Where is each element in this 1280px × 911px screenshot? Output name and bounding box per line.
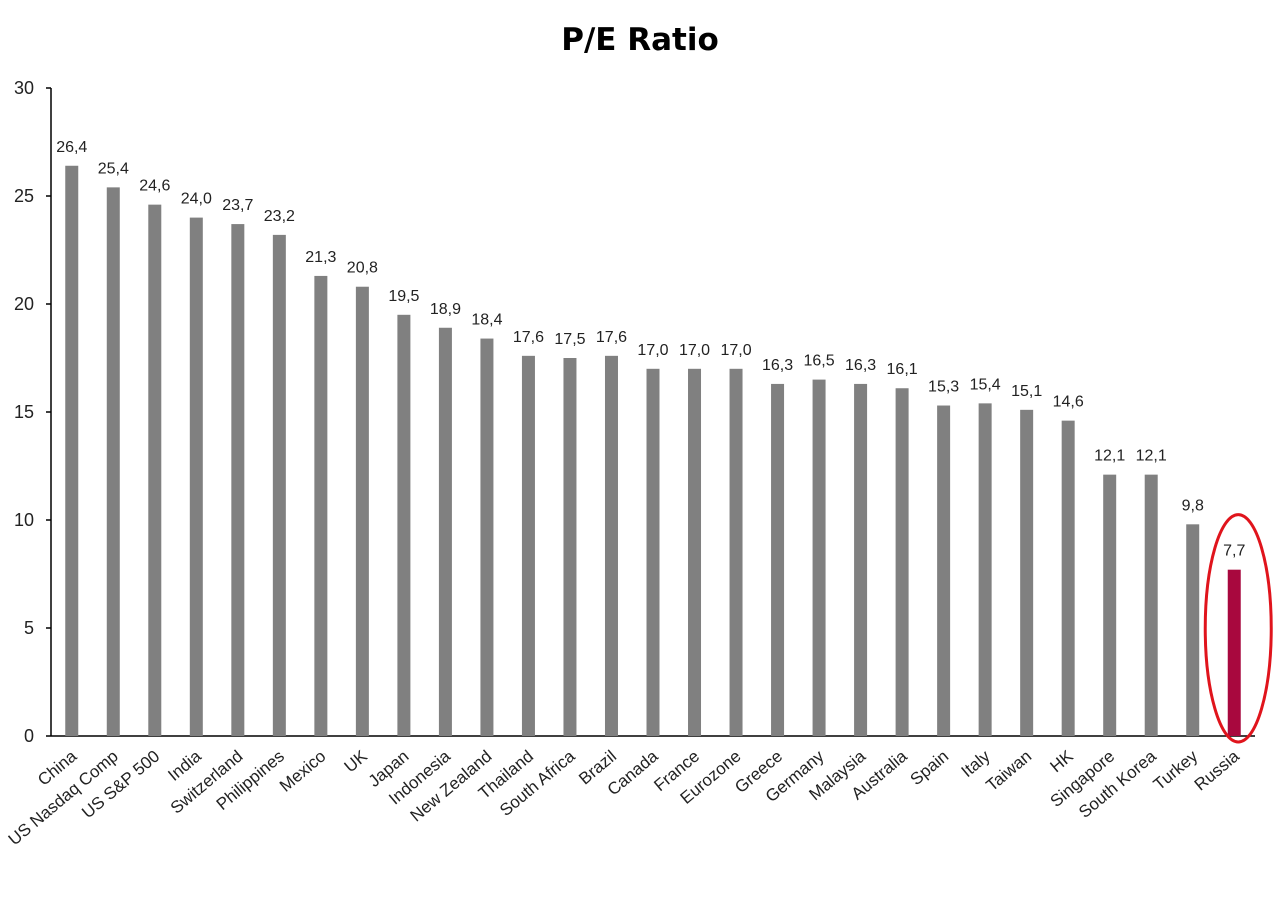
data-label: 23,2 xyxy=(264,208,295,225)
bars-group xyxy=(65,165,1241,737)
data-label: 9,8 xyxy=(1182,497,1204,514)
bar-spain xyxy=(937,405,951,736)
category-label: Turkey xyxy=(1150,746,1202,794)
data-label: 16,1 xyxy=(887,361,918,378)
bar-russia xyxy=(1227,569,1241,736)
data-label: 7,7 xyxy=(1223,543,1245,560)
bar-indonesia xyxy=(438,327,452,736)
bar-germany xyxy=(812,379,826,736)
category-label: Spain xyxy=(907,747,953,790)
data-label: 17,0 xyxy=(679,342,710,359)
data-label: 24,6 xyxy=(139,178,170,195)
bar-singapore xyxy=(1103,474,1117,736)
bar-brazil xyxy=(604,355,618,736)
data-label: 20,8 xyxy=(347,260,378,277)
data-label: 26,4 xyxy=(56,139,87,156)
data-label: 16,3 xyxy=(845,357,876,374)
bar-us-s-p-500 xyxy=(148,204,162,736)
bar-us-nasdaq-comp xyxy=(106,187,120,737)
y-tick-label: 20 xyxy=(14,294,34,314)
bar-india xyxy=(189,217,203,737)
data-label: 16,3 xyxy=(762,357,793,374)
bar-turkey xyxy=(1186,524,1200,736)
axes: 0 5 10 15 20 25 30 xyxy=(14,78,1255,746)
data-label: 17,6 xyxy=(513,329,544,346)
highlight-ring xyxy=(1203,513,1273,744)
y-tick-label: 30 xyxy=(14,78,34,98)
data-label: 17,0 xyxy=(637,342,668,359)
bar-japan xyxy=(397,314,411,736)
data-label: 17,6 xyxy=(596,329,627,346)
data-label: 15,1 xyxy=(1011,383,1042,400)
data-label: 15,3 xyxy=(928,379,959,396)
data-labels-group: 26,4 25,4 24,6 24,0 23,7 23,2 21,3 20,8 19,5 18,9… xyxy=(56,139,1245,560)
data-label: 19,5 xyxy=(388,288,419,305)
data-label: 12,1 xyxy=(1094,448,1125,465)
bar-china xyxy=(65,165,79,736)
bar-italy xyxy=(978,403,992,736)
data-label: 17,5 xyxy=(554,331,585,348)
bar-malaysia xyxy=(854,383,868,736)
data-label: 25,4 xyxy=(98,160,129,177)
y-tick-label: 15 xyxy=(14,402,34,422)
bar-new-zealand xyxy=(480,338,494,736)
data-label: 12,1 xyxy=(1136,448,1167,465)
bar-hk xyxy=(1061,420,1075,736)
category-label: UK xyxy=(341,746,372,776)
y-tick-label: 0 xyxy=(24,726,34,746)
highlight-overlay xyxy=(1203,513,1273,744)
bar-greece xyxy=(771,383,785,736)
bar-mexico xyxy=(314,275,328,736)
data-label: 23,7 xyxy=(222,197,253,214)
bar-uk xyxy=(355,286,369,736)
category-label: Russia xyxy=(1191,746,1243,794)
bar-taiwan xyxy=(1020,409,1034,736)
bar-philippines xyxy=(272,234,286,736)
data-label: 24,0 xyxy=(181,191,212,208)
data-label: 15,4 xyxy=(970,376,1001,393)
y-tick-label: 5 xyxy=(24,618,34,638)
data-label: 18,4 xyxy=(471,312,502,329)
bar-canada xyxy=(646,368,660,736)
bar-south-korea xyxy=(1144,474,1158,736)
data-label: 16,5 xyxy=(803,353,834,370)
data-label: 21,3 xyxy=(305,249,336,266)
y-tick-label: 25 xyxy=(14,186,34,206)
bar-australia xyxy=(895,388,909,736)
bar-thailand xyxy=(521,355,535,736)
bar-france xyxy=(688,368,702,736)
data-label: 14,6 xyxy=(1053,394,1084,411)
bar-eurozone xyxy=(729,368,743,736)
chart-title: P/E Ratio xyxy=(561,22,719,58)
y-tick-label: 10 xyxy=(14,510,34,530)
category-label: Taiwan xyxy=(982,747,1035,796)
data-label: 18,9 xyxy=(430,301,461,318)
category-label: HK xyxy=(1046,746,1077,776)
bar-south-africa xyxy=(563,358,577,736)
category-label: Mexico xyxy=(276,747,329,796)
bar-switzerland xyxy=(231,224,245,736)
data-label: 17,0 xyxy=(720,342,751,359)
